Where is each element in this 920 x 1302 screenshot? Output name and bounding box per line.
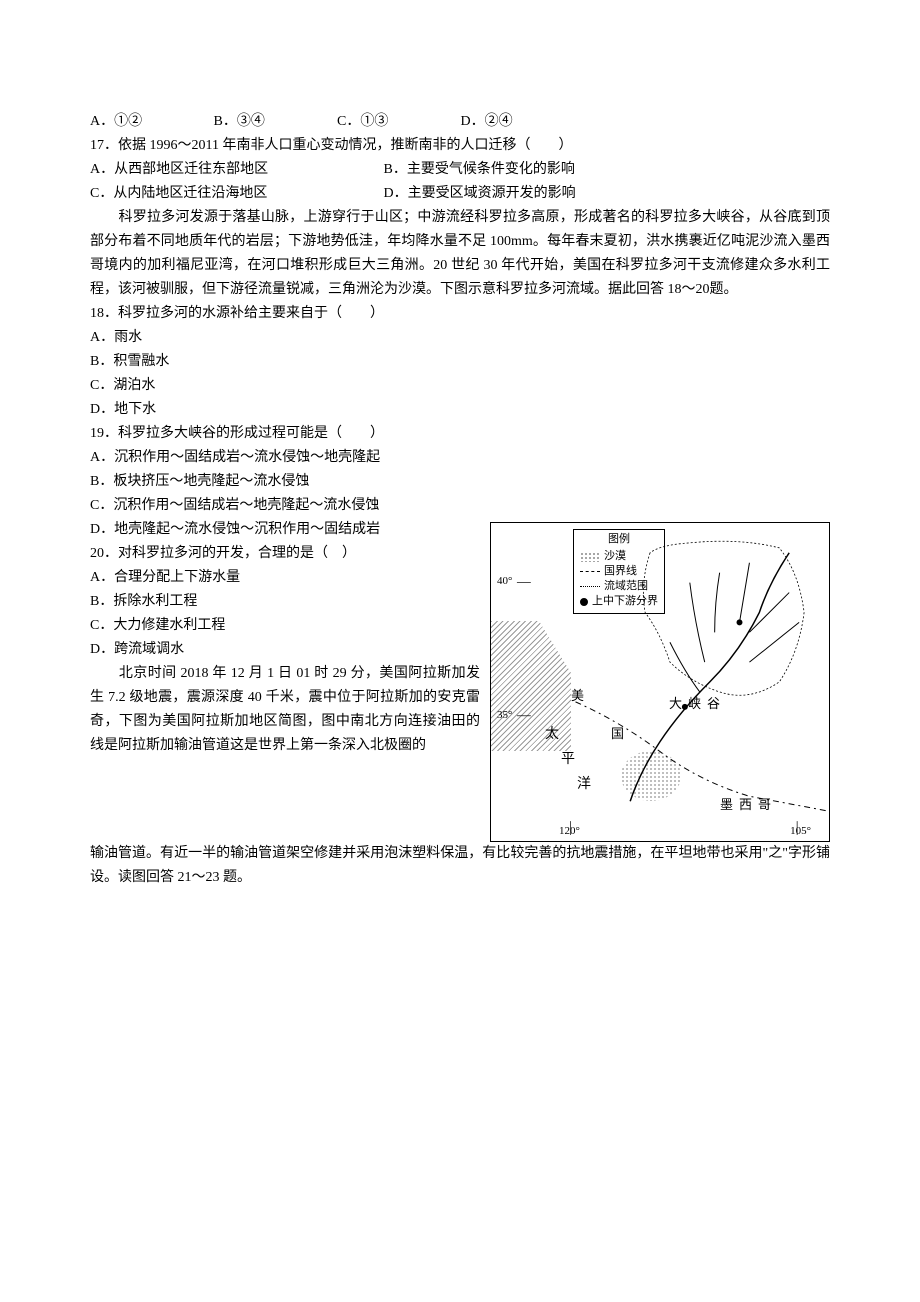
colorado-map: 图例 沙漠 国界线 流域范围 上中下游分界 <box>490 522 830 842</box>
q18-option-c: C．湖泊水 <box>90 374 830 398</box>
q19-option-a: A．沉积作用～固结成岩～流水侵蚀～地壳隆起 <box>90 446 830 470</box>
lat-35-label: 35° <box>497 709 512 721</box>
passage-alaska-part2: 输油管道。有近一半的输油管道架空修建并采用泡沫塑料保温，有比较完善的抗地震措施，… <box>90 842 830 890</box>
passage-colorado: 科罗拉多河发源于落基山脉，上游穿行于山区；中游流经科罗拉多高原，形成著名的科罗拉… <box>90 206 830 302</box>
q16-option-b: B．③④ <box>214 110 334 134</box>
usa-label-2: 国 <box>611 723 624 742</box>
q17-options-row1: A．从西部地区迁往东部地区 B．主要受气候条件变化的影响 <box>90 158 830 182</box>
pacific-label-1: 太 <box>545 723 559 743</box>
lon-105-label: 105° <box>790 825 811 837</box>
q18-option-a: A．雨水 <box>90 326 830 350</box>
q16-option-c: C．①③ <box>337 110 457 134</box>
q19-option-c: C．沉积作用～固结成岩～地壳隆起～流水侵蚀 <box>90 494 830 518</box>
q19-stem: 19．科罗拉多大峡谷的形成过程可能是（ ） <box>90 422 830 446</box>
mexico-label: 墨西哥 <box>720 794 777 813</box>
lon-120-label: 120° <box>559 825 580 837</box>
q16-option-d: D．②④ <box>461 110 581 134</box>
lat-40-label: 40° <box>497 575 512 587</box>
wrapped-section: 图例 沙漠 国界线 流域范围 上中下游分界 <box>90 518 830 842</box>
q17-option-b: B．主要受气候条件变化的影响 <box>384 158 575 182</box>
q18-option-b: B．积雪融水 <box>90 350 830 374</box>
pacific-label-2: 平 <box>561 748 575 768</box>
canyon-label: 大峡谷 <box>669 693 726 712</box>
q18-option-d: D．地下水 <box>90 398 830 422</box>
usa-label-1: 美 <box>571 685 584 704</box>
q18-stem: 18．科罗拉多河的水源补给主要来自于（ ） <box>90 302 830 326</box>
q17-option-c: C．从内陆地区迁往沿海地区 <box>90 182 380 206</box>
q17-option-d: D．主要受区域资源开发的影响 <box>384 182 576 206</box>
q19-option-b: B．板块挤压～地壳隆起～流水侵蚀 <box>90 470 830 494</box>
q17-option-a: A．从西部地区迁往东部地区 <box>90 158 380 182</box>
q17-options-row2: C．从内陆地区迁往沿海地区 D．主要受区域资源开发的影响 <box>90 182 830 206</box>
pacific-label-3: 洋 <box>577 773 591 793</box>
q17-stem: 17．依据 1996～2011 年南非人口重心变动情况，推断南非的人口迁移（ ） <box>90 134 830 158</box>
q16-options: A．①② B．③④ C．①③ D．②④ <box>90 110 830 134</box>
q16-option-a: A．①② <box>90 110 210 134</box>
rivers-icon <box>491 523 829 841</box>
